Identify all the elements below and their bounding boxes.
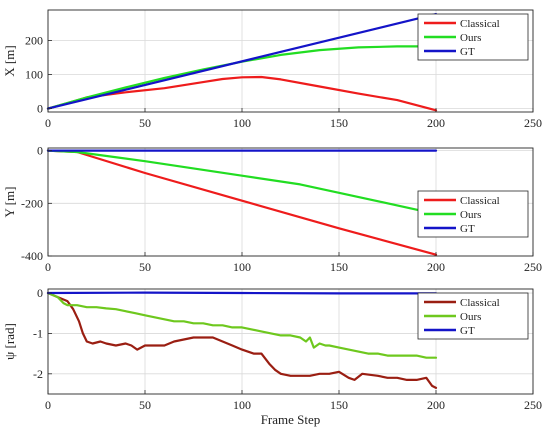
x-tick-label: 150	[330, 260, 348, 274]
x-axis-label: Frame Step	[261, 412, 321, 427]
series-line-gt	[46, 13, 438, 110]
series-line-gt	[46, 291, 438, 295]
y-tick-label: -200	[21, 196, 43, 210]
x-tick-label: 100	[233, 260, 251, 274]
x-tick-label: 50	[139, 398, 151, 412]
axes-box	[47, 288, 534, 395]
legend-label: Ours	[460, 32, 481, 44]
legend-label: GT	[460, 46, 475, 58]
x-tick-label: 50	[139, 260, 151, 274]
y-tick-label: 200	[25, 34, 43, 48]
series-line-ours	[46, 149, 438, 215]
x-tick-label: 150	[330, 116, 348, 130]
x-tick-label: 250	[524, 260, 542, 274]
chart-panel-1: 0 50 100 150 200 250 0 100 200 X [m] Classical Ours…	[2, 9, 542, 130]
y-tick-label: 100	[25, 68, 43, 82]
y-tick-label: 0	[37, 102, 43, 116]
legend-label: Classical	[460, 297, 500, 309]
y-axis-label: ψ [rad]	[2, 323, 17, 360]
legend-label: GT	[460, 223, 475, 235]
x-tick-label: 150	[330, 398, 348, 412]
axes-box	[47, 147, 534, 257]
x-tick-label: 200	[427, 260, 445, 274]
x-tick-label: 200	[427, 116, 445, 130]
legend-label: GT	[460, 325, 475, 337]
x-tick-label: 200	[427, 398, 445, 412]
legend-label: Classical	[460, 195, 500, 207]
x-tick-label: 250	[524, 398, 542, 412]
y-tick-label: -400	[21, 249, 43, 263]
x-tick-label: 0	[45, 260, 51, 274]
series-line-classical	[46, 291, 438, 389]
x-tick-label: 50	[139, 116, 151, 130]
axes-box	[47, 9, 534, 113]
x-tick-label: 0	[45, 116, 51, 130]
legend-label: Ours	[460, 311, 481, 323]
y-axis-label: Y [m]	[2, 187, 17, 218]
x-tick-label: 250	[524, 116, 542, 130]
legend: Classical Ours GT	[417, 292, 529, 340]
x-tick-label: 100	[233, 116, 251, 130]
y-tick-label: -2	[33, 367, 43, 381]
legend-label: Ours	[460, 209, 481, 221]
legend: Classical Ours GT	[417, 13, 529, 61]
legend-label: Classical	[460, 18, 500, 30]
y-tick-label: -1	[33, 326, 43, 340]
y-tick-label: 0	[37, 286, 43, 300]
chart-panel-2: 0 50 100 150 200 250 -400 -200 0 Y [m] Classical Ou…	[2, 144, 542, 274]
chart-panel-3: 0 50 100 150 200 250 -2 -1 0 ψ [rad] Frame Step Cla…	[2, 286, 542, 427]
x-tick-label: 100	[233, 398, 251, 412]
x-tick-label: 0	[45, 398, 51, 412]
series-line-ours	[46, 291, 438, 359]
y-axis-label: X [m]	[2, 45, 17, 76]
legend: Classical Ours GT	[417, 190, 529, 238]
y-tick-label: 0	[37, 144, 43, 158]
